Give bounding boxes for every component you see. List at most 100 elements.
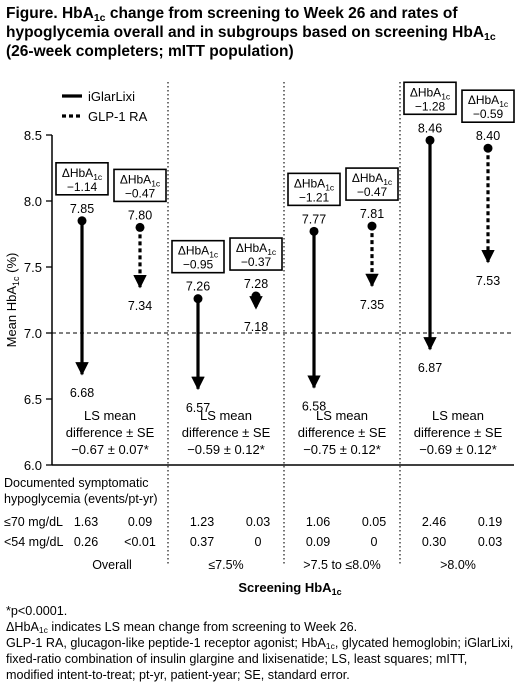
group-label: >7.5 to ≤8.0% [303, 558, 380, 572]
glp1ra-delta-label: ΔHbA1c [120, 172, 161, 188]
group-2: 7.266.57ΔHbA1c−0.957.287.18ΔHbA1c−0.37LS… [171, 237, 283, 457]
table-header-line1: Documented symptomatic [4, 476, 149, 490]
glp1ra-delta-box [461, 89, 515, 123]
iglarlixi-delta-label: ΔHbA1c [410, 85, 451, 101]
group-label: Overall [92, 558, 132, 572]
group-label: >8.0% [440, 558, 476, 572]
ls-mean-line2: difference ± SE [182, 425, 271, 440]
glp1ra-end-label: 7.34 [128, 299, 152, 313]
footnotes: *p<0.0001. ΔHbA1c indicates LS mean chan… [6, 603, 516, 683]
glp1ra-delta-value: −0.37 [241, 255, 272, 269]
iglarlixi-delta-box [287, 172, 341, 207]
glp1ra-delta-value: −0.47 [125, 186, 156, 200]
row-54-label: <54 mg/dL [4, 535, 63, 549]
iglarlixi-start-point [77, 216, 87, 226]
group-1: 7.856.68ΔHbA1c−1.147.807.34ΔHbA1c−0.47LS… [55, 162, 167, 457]
iglarlixi-delta: ΔHbA1c−1.21 [287, 172, 341, 207]
hypo70-glp1ra: 0.03 [246, 515, 270, 529]
hypo54-iglarlixi: 0.09 [306, 535, 330, 549]
table-header-line2: hypoglycemia (events/pt-yr) [4, 492, 158, 506]
ls-mean-line2: difference ± SE [298, 425, 387, 440]
iglarlixi-start-label: 7.26 [186, 280, 210, 294]
legend: iGlarLixi GLP-1 RA [62, 89, 148, 124]
ls-mean-line2: difference ± SE [414, 425, 503, 440]
hypo54-glp1ra: 0 [371, 535, 378, 549]
y-tick-label: 8.5 [24, 128, 42, 143]
y-axis: 6.0 6.5 7.0 7.5 8.0 8.5 [24, 128, 53, 473]
glp1ra-end-label: 7.18 [244, 320, 268, 334]
glp1ra-delta-label: ΔHbA1c [236, 241, 277, 257]
iglarlixi-delta: ΔHbA1c−1.28 [403, 81, 457, 116]
y-tick-label: 7.0 [24, 326, 42, 341]
glp1ra-end-label: 7.53 [476, 274, 500, 288]
group-3: 7.776.58ΔHbA1c−1.217.817.35ΔHbA1c−0.47LS… [287, 167, 399, 457]
hypo54-iglarlixi: 0.37 [190, 535, 214, 549]
iglarlixi-start-point [193, 294, 203, 304]
glp1ra-start-label: 7.28 [244, 277, 268, 291]
glp1ra-delta-box [229, 237, 283, 271]
ls-mean-value: −0.59 ± 0.12* [187, 442, 265, 457]
iglarlixi-end-label: 6.58 [302, 399, 326, 413]
iglarlixi-start-point [309, 226, 319, 236]
hypo54-glp1ra: 0.03 [478, 535, 502, 549]
hypo70-iglarlixi: 1.23 [190, 515, 214, 529]
y-axis-label: Mean HbA1c (%) [4, 253, 21, 348]
y-tick-label: 7.5 [24, 260, 42, 275]
figure-title: Figure. HbA1c change from screening to W… [6, 5, 496, 60]
ls-mean-line2: difference ± SE [66, 425, 155, 440]
y-tick-label: 8.0 [24, 194, 42, 209]
iglarlixi-delta-value: −1.21 [299, 190, 330, 204]
x-axis-label: Screening HbA1c [238, 580, 341, 597]
group-4: 8.466.87ΔHbA1c−1.288.407.53ΔHbA1c−0.59LS… [403, 81, 515, 457]
glp1ra-delta-box [113, 168, 167, 203]
ls-mean-line1: LS mean [200, 408, 252, 423]
hypoglycemia-table: Documented symptomatic hypoglycemia (eve… [4, 476, 502, 572]
group-label: ≤7.5% [208, 558, 243, 572]
hypo70-iglarlixi: 2.46 [422, 515, 446, 529]
ls-mean-value: −0.67 ± 0.07* [71, 442, 149, 457]
iglarlixi-end-label: 6.68 [70, 386, 94, 400]
hypo70-iglarlixi: 1.06 [306, 515, 330, 529]
glp1ra-delta: ΔHbA1c−0.37 [229, 237, 283, 271]
glp1ra-delta-label: ΔHbA1c [468, 93, 509, 109]
iglarlixi-delta-label: ΔHbA1c [178, 244, 219, 260]
iglarlixi-start-label: 7.77 [302, 212, 326, 226]
ls-mean-line1: LS mean [316, 408, 368, 423]
glp1ra-start-point [251, 291, 261, 301]
iglarlixi-start-label: 8.46 [418, 121, 442, 135]
ls-mean-line1: LS mean [432, 408, 484, 423]
glp1ra-delta-value: −0.59 [473, 107, 504, 121]
row-70-label: ≤70 mg/dL [4, 515, 63, 529]
legend-glp1ra-label: GLP-1 RA [88, 109, 148, 124]
glp1ra-delta: ΔHbA1c−0.47 [345, 167, 399, 201]
iglarlixi-delta-value: −1.14 [67, 180, 98, 194]
hypo54-iglarlixi: 0.30 [422, 535, 446, 549]
iglarlixi-start-label: 7.85 [70, 202, 94, 216]
iglarlixi-delta-value: −0.95 [183, 258, 214, 272]
hypo54-iglarlixi: 0.26 [74, 535, 98, 549]
glp1ra-delta-label: ΔHbA1c [352, 171, 393, 187]
iglarlixi-delta-value: −1.28 [415, 99, 446, 113]
y-tick-label: 6.5 [24, 392, 42, 407]
iglarlixi-delta-box [403, 81, 457, 116]
hypo70-glp1ra: 0.09 [128, 515, 152, 529]
glp1ra-start-label: 7.81 [360, 207, 384, 221]
glp1ra-start-point [135, 222, 145, 232]
footnote-p: *p<0.0001. [6, 604, 68, 618]
glp1ra-end-label: 7.35 [360, 298, 384, 312]
glp1ra-delta: ΔHbA1c−0.47 [113, 168, 167, 203]
iglarlixi-delta-label: ΔHbA1c [294, 176, 335, 192]
hypo70-iglarlixi: 1.63 [74, 515, 98, 529]
glp1ra-delta-value: −0.47 [357, 185, 388, 199]
hypo70-glp1ra: 0.05 [362, 515, 386, 529]
iglarlixi-delta-label: ΔHbA1c [62, 166, 103, 182]
hypo70-glp1ra: 0.19 [478, 515, 502, 529]
iglarlixi-delta-box [171, 239, 225, 274]
ls-mean-value: −0.75 ± 0.12* [303, 442, 381, 457]
glp1ra-delta-box [345, 167, 399, 201]
y-tick-label: 6.0 [24, 458, 42, 473]
glp1ra-start-label: 7.80 [128, 208, 152, 222]
iglarlixi-end-label: 6.57 [186, 401, 210, 415]
glp1ra-start-point [483, 143, 493, 153]
hypo54-glp1ra: <0.01 [124, 535, 156, 549]
